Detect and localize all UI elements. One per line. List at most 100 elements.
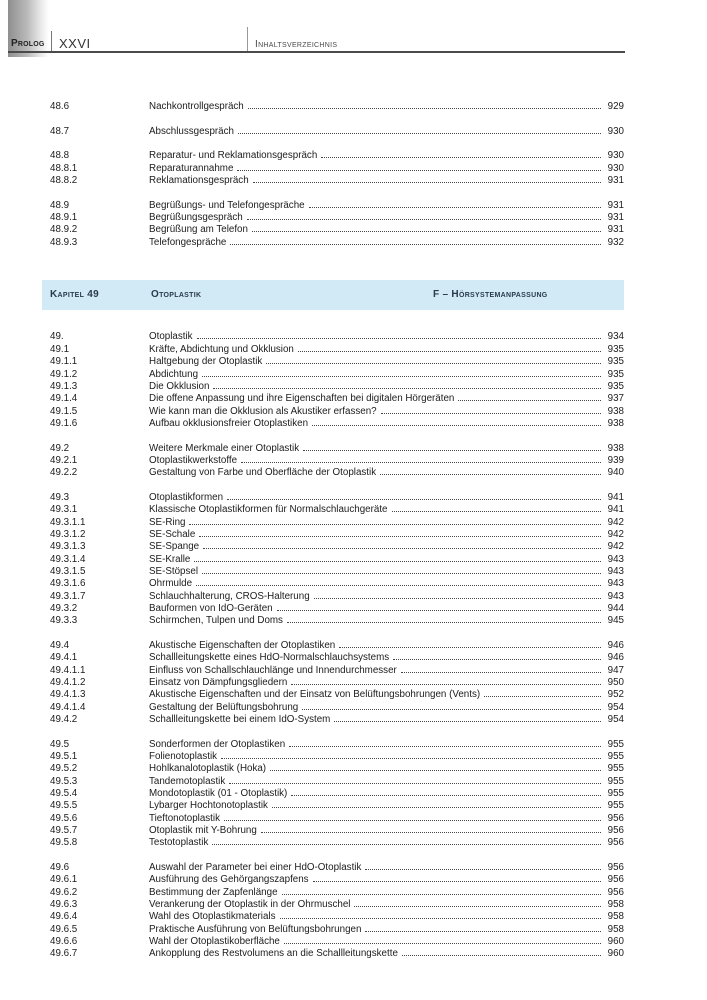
toc-entry-title: Otoplastik mit Y-Bohrung <box>149 825 257 837</box>
dot-leader <box>354 906 601 908</box>
toc-entry-number: 49.3.1.3 <box>50 541 86 553</box>
toc-entry: 49.3.1.3 SE-Spange 942 <box>42 541 624 553</box>
toc-entry-page: 950 <box>607 676 624 688</box>
dot-leader <box>196 585 601 587</box>
dot-leader <box>297 350 601 352</box>
toc-entry-number: 49.3.2 <box>50 602 78 614</box>
dot-leader <box>380 474 601 476</box>
toc-entry-page: 952 <box>607 689 624 701</box>
dot-leader <box>312 881 601 883</box>
toc-entry-number: 49.3.1.2 <box>50 528 86 540</box>
toc-entry-page: 943 <box>607 578 624 590</box>
dot-leader <box>229 782 601 784</box>
toc-group: 49.3 Otoplastikformen 941 49.3.1 Klassische … <box>42 492 624 628</box>
dot-leader <box>203 548 601 550</box>
dot-leader <box>212 844 601 846</box>
toc-entry-number: 49.4 <box>50 639 70 651</box>
toc-entry-title: Telefongespräche <box>149 236 227 248</box>
toc-entry: 48.7 Abschlussgespräch 930 <box>42 126 624 138</box>
toc-entry-page: 945 <box>607 615 624 627</box>
dot-leader <box>251 231 601 233</box>
toc-entry-title: Abschlussgespräch <box>149 125 234 137</box>
toc-entry-title: Akustische Eigenschaften und der Einsatz… <box>149 689 481 701</box>
dot-leader <box>291 683 601 685</box>
toc-entry: 49.6.3 Verankerung der Otoplastik in der … <box>42 899 624 911</box>
toc-entry-page: 930 <box>607 150 624 162</box>
toc-entry: 49.4.1.2 Einsatz von Dämpfungsgliedern 950 <box>42 677 624 689</box>
toc-entry: 49.6.6 Wahl der Otoplastikoberfläche 960 <box>42 936 624 948</box>
toc-entry-page: 939 <box>607 454 624 466</box>
toc-entry: 49.1.3 Die Okklusion 935 <box>42 381 624 393</box>
toc-entry-title: Ankopplung des Restvolumens an die Schal… <box>149 948 398 960</box>
toc-entry: 49.3.1.4 SE-Kralle 943 <box>42 554 624 566</box>
toc-entry-page: 930 <box>607 125 624 137</box>
toc-entry-number: 49.2.2 <box>50 467 78 479</box>
toc-entry-page: 954 <box>607 714 624 725</box>
toc-entry-title: Otoplastik <box>149 331 193 343</box>
header-divider <box>247 27 248 52</box>
toc-entry-title: Verankerung der Otoplastik in der Ohrmus… <box>149 899 351 911</box>
toc-entry-page: 947 <box>607 664 624 676</box>
toc-entry-title: Gestaltung von Farbe und Oberfläche der … <box>149 467 377 479</box>
toc-entry: 49.2.2 Gestaltung von Farbe und Oberfläch… <box>42 467 624 479</box>
toc-group: 49.4 Akustische Eigenschaften der Otoplas… <box>42 640 624 726</box>
toc-entry: 48.9.2 Begrüßung am Telefon 931 <box>42 224 624 236</box>
toc-entry-title: Nachkontrollgespräch <box>149 101 244 112</box>
toc-entry: 49.2.1 Otoplastikwerkstoffe 939 <box>42 455 624 467</box>
dot-leader <box>266 363 601 365</box>
toc-entry-title: Auswahl der Parameter bei einer HdO-Otop… <box>149 862 362 874</box>
toc-entry-title: Klassische Otoplastikformen für Normalsc… <box>149 504 388 516</box>
toc-entry-page: 941 <box>607 504 624 516</box>
chapter-banner-title: Otoplastik <box>151 289 202 301</box>
dot-leader <box>237 169 601 171</box>
toc-entry: 49.1 Kräfte, Abdichtung und Okklusion 935 <box>42 344 624 356</box>
dot-leader <box>393 659 601 661</box>
toc-entry-title: Begrüßungs- und Telefongespräche <box>149 199 305 211</box>
toc-entry-number: 49.5.4 <box>50 788 78 800</box>
toc-entry-number: 49.4.2 <box>50 714 78 725</box>
toc-entry-number: 49.6.6 <box>50 936 78 948</box>
toc-entry-title: Reparatur- und Reklamationsgespräch <box>149 150 318 162</box>
dot-leader <box>283 943 601 945</box>
toc-entry-number: 49.2.1 <box>50 454 78 466</box>
toc-entry-title: Lybarger Hochtonotoplastik <box>149 800 268 812</box>
toc-entry-number: 49.3.1.7 <box>50 590 86 602</box>
dot-leader <box>289 745 601 747</box>
toc-entry: 48.8.1 Reparaturannahme 930 <box>42 163 624 175</box>
toc-entry-number: 49.3.3 <box>50 615 78 627</box>
dot-leader <box>189 523 601 525</box>
dot-leader <box>223 819 601 821</box>
toc-entry-number: 49.4.1.3 <box>50 689 86 701</box>
toc-entry: 49.5.4 Mondotoplastik (01 - Otoplastik) 95… <box>42 788 624 800</box>
toc-entry-title: Mondotoplastik (01 - Otoplastik) <box>149 788 288 800</box>
toc-entry-number: 49.6.7 <box>50 948 78 960</box>
toc-section-chapter-48: 48.6 Nachkontrollgespräch 929 48.7 Abschluss… <box>42 101 624 249</box>
toc-entry-number: 49.5.5 <box>50 800 78 812</box>
toc-entry-number: 48.9.3 <box>50 236 78 248</box>
toc-entry: 49.3.1.6 Ohrmulde 943 <box>42 578 624 590</box>
dot-leader <box>196 338 601 340</box>
toc-entry-page: 956 <box>607 862 624 874</box>
toc-entry-page: 943 <box>607 553 624 565</box>
chapter-banner: Kapitel 49 Otoplastik F – Hörsystemanpas… <box>42 280 624 311</box>
dot-leader <box>365 869 601 871</box>
toc-entry: 48.9.3 Telefongespräche 932 <box>42 237 624 249</box>
toc-entry-number: 49.3.1.4 <box>50 553 86 565</box>
dot-leader <box>391 511 601 513</box>
toc-group: 48.8 Reparatur- und Reklamationsgespräch 9… <box>42 150 624 187</box>
toc-entry-page: 940 <box>607 467 624 479</box>
toc-entry-title: Tandemotoplastik <box>149 775 226 787</box>
toc-entry-title: Begrüßung am Telefon <box>149 224 248 236</box>
toc-entry-number: 49.2 <box>50 442 70 454</box>
toc-entry-title: Otoplastikwerkstoffe <box>149 454 238 466</box>
toc-entry-page: 943 <box>607 565 624 577</box>
toc-entry-title: Sonderformen der Otoplastiken <box>149 738 286 750</box>
toc-entry-number: 49.1.6 <box>50 417 78 429</box>
toc-entry-page: 938 <box>607 405 624 417</box>
toc-entry-number: 49.5.3 <box>50 775 78 787</box>
toc-entry-page: 932 <box>607 236 624 248</box>
toc-entry-number: 49.5 <box>50 738 70 750</box>
toc-entry-title: Die offene Anpassung und ihre Eigenschaf… <box>149 393 455 405</box>
toc-entry-page: 956 <box>607 874 624 886</box>
toc-entry-number: 49.4.1.4 <box>50 701 86 713</box>
